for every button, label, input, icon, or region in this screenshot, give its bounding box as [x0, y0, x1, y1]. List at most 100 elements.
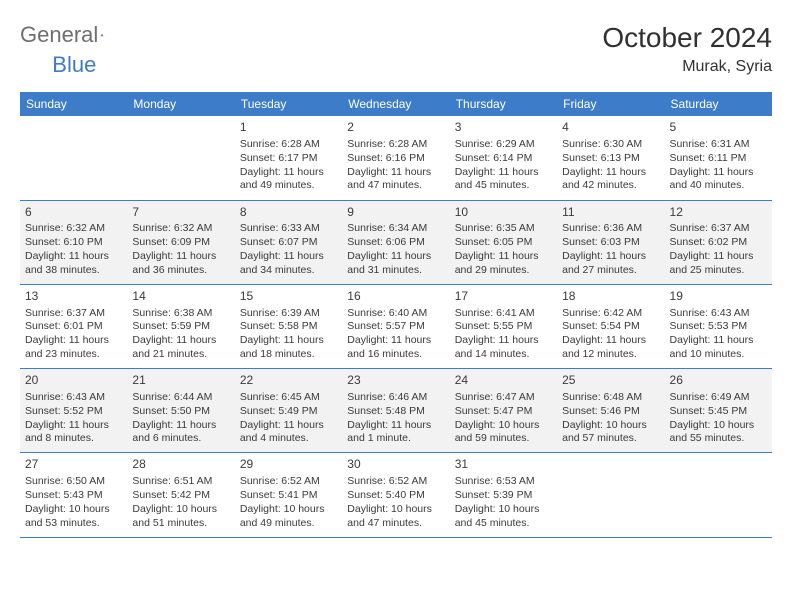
day-number: 8 — [240, 205, 337, 221]
daylight-line: Daylight: 11 hours and 10 minutes. — [670, 334, 767, 362]
daylight-line: Daylight: 11 hours and 21 minutes. — [132, 334, 229, 362]
day-number: 17 — [455, 289, 552, 305]
sunset-line: Sunset: 6:09 PM — [132, 236, 229, 250]
sunset-line: Sunset: 5:49 PM — [240, 405, 337, 419]
calendar-head: SundayMondayTuesdayWednesdayThursdayFrid… — [20, 92, 772, 116]
calendar-cell: 1Sunrise: 6:28 AMSunset: 6:17 PMDaylight… — [235, 116, 342, 200]
sunset-line: Sunset: 5:54 PM — [562, 320, 659, 334]
sunrise-line: Sunrise: 6:35 AM — [455, 222, 552, 236]
sunset-line: Sunset: 5:53 PM — [670, 320, 767, 334]
day-number: 28 — [132, 457, 229, 473]
sunrise-line: Sunrise: 6:53 AM — [455, 475, 552, 489]
day-number: 15 — [240, 289, 337, 305]
sunset-line: Sunset: 5:55 PM — [455, 320, 552, 334]
sunset-line: Sunset: 6:14 PM — [455, 152, 552, 166]
daylight-line: Daylight: 10 hours and 51 minutes. — [132, 503, 229, 531]
daylight-line: Daylight: 10 hours and 59 minutes. — [455, 419, 552, 447]
daylight-line: Daylight: 11 hours and 6 minutes. — [132, 419, 229, 447]
sunset-line: Sunset: 6:10 PM — [25, 236, 122, 250]
day-number: 16 — [347, 289, 444, 305]
daylight-line: Daylight: 11 hours and 1 minute. — [347, 419, 444, 447]
sunset-line: Sunset: 5:46 PM — [562, 405, 659, 419]
daylight-line: Daylight: 11 hours and 31 minutes. — [347, 250, 444, 278]
day-number: 31 — [455, 457, 552, 473]
sunrise-line: Sunrise: 6:41 AM — [455, 307, 552, 321]
day-number: 12 — [670, 205, 767, 221]
sunrise-line: Sunrise: 6:32 AM — [132, 222, 229, 236]
title-block: October 2024 Murak, Syria — [602, 22, 772, 76]
logo-sail-icon — [100, 24, 104, 46]
weekday-header: Saturday — [665, 92, 772, 116]
weekday-header: Thursday — [450, 92, 557, 116]
calendar-week: 1Sunrise: 6:28 AMSunset: 6:17 PMDaylight… — [20, 116, 772, 200]
day-number: 6 — [25, 205, 122, 221]
sunset-line: Sunset: 5:41 PM — [240, 489, 337, 503]
daylight-line: Daylight: 10 hours and 47 minutes. — [347, 503, 444, 531]
sunset-line: Sunset: 5:45 PM — [670, 405, 767, 419]
weekday-header: Wednesday — [342, 92, 449, 116]
sunset-line: Sunset: 5:47 PM — [455, 405, 552, 419]
daylight-line: Daylight: 11 hours and 34 minutes. — [240, 250, 337, 278]
sunset-line: Sunset: 5:39 PM — [455, 489, 552, 503]
calendar-cell: 3Sunrise: 6:29 AMSunset: 6:14 PMDaylight… — [450, 116, 557, 200]
calendar-cell — [557, 453, 664, 537]
calendar-cell: 26Sunrise: 6:49 AMSunset: 5:45 PMDayligh… — [665, 369, 772, 453]
weekday-header: Sunday — [20, 92, 127, 116]
day-number: 19 — [670, 289, 767, 305]
day-number: 3 — [455, 120, 552, 136]
daylight-line: Daylight: 11 hours and 47 minutes. — [347, 166, 444, 194]
daylight-line: Daylight: 11 hours and 38 minutes. — [25, 250, 122, 278]
sunset-line: Sunset: 5:48 PM — [347, 405, 444, 419]
sunset-line: Sunset: 6:01 PM — [25, 320, 122, 334]
month-title: October 2024 — [602, 22, 772, 54]
calendar-cell: 15Sunrise: 6:39 AMSunset: 5:58 PMDayligh… — [235, 284, 342, 368]
day-number: 11 — [562, 205, 659, 221]
calendar-week: 27Sunrise: 6:50 AMSunset: 5:43 PMDayligh… — [20, 453, 772, 537]
logo-text-blue: Blue — [52, 52, 96, 78]
calendar-week: 6Sunrise: 6:32 AMSunset: 6:10 PMDaylight… — [20, 200, 772, 284]
calendar-cell: 29Sunrise: 6:52 AMSunset: 5:41 PMDayligh… — [235, 453, 342, 537]
sunrise-line: Sunrise: 6:31 AM — [670, 138, 767, 152]
sunrise-line: Sunrise: 6:39 AM — [240, 307, 337, 321]
sunset-line: Sunset: 6:13 PM — [562, 152, 659, 166]
calendar-cell: 2Sunrise: 6:28 AMSunset: 6:16 PMDaylight… — [342, 116, 449, 200]
daylight-line: Daylight: 11 hours and 40 minutes. — [670, 166, 767, 194]
weekday-header: Friday — [557, 92, 664, 116]
location: Murak, Syria — [602, 58, 772, 76]
sunrise-line: Sunrise: 6:30 AM — [562, 138, 659, 152]
sunset-line: Sunset: 6:11 PM — [670, 152, 767, 166]
sunset-line: Sunset: 6:03 PM — [562, 236, 659, 250]
calendar-cell: 31Sunrise: 6:53 AMSunset: 5:39 PMDayligh… — [450, 453, 557, 537]
day-number: 20 — [25, 373, 122, 389]
sunset-line: Sunset: 6:02 PM — [670, 236, 767, 250]
day-number: 23 — [347, 373, 444, 389]
day-number: 14 — [132, 289, 229, 305]
sunrise-line: Sunrise: 6:32 AM — [25, 222, 122, 236]
sunrise-line: Sunrise: 6:50 AM — [25, 475, 122, 489]
day-number: 7 — [132, 205, 229, 221]
sunrise-line: Sunrise: 6:40 AM — [347, 307, 444, 321]
daylight-line: Daylight: 10 hours and 53 minutes. — [25, 503, 122, 531]
day-number: 10 — [455, 205, 552, 221]
sunrise-line: Sunrise: 6:37 AM — [670, 222, 767, 236]
calendar-cell: 27Sunrise: 6:50 AMSunset: 5:43 PMDayligh… — [20, 453, 127, 537]
day-number: 2 — [347, 120, 444, 136]
daylight-line: Daylight: 11 hours and 12 minutes. — [562, 334, 659, 362]
calendar-cell: 22Sunrise: 6:45 AMSunset: 5:49 PMDayligh… — [235, 369, 342, 453]
daylight-line: Daylight: 11 hours and 8 minutes. — [25, 419, 122, 447]
sunrise-line: Sunrise: 6:47 AM — [455, 391, 552, 405]
calendar-cell: 16Sunrise: 6:40 AMSunset: 5:57 PMDayligh… — [342, 284, 449, 368]
day-number: 4 — [562, 120, 659, 136]
sunrise-line: Sunrise: 6:43 AM — [670, 307, 767, 321]
calendar-week: 13Sunrise: 6:37 AMSunset: 6:01 PMDayligh… — [20, 284, 772, 368]
daylight-line: Daylight: 11 hours and 36 minutes. — [132, 250, 229, 278]
day-number: 5 — [670, 120, 767, 136]
calendar-cell: 25Sunrise: 6:48 AMSunset: 5:46 PMDayligh… — [557, 369, 664, 453]
calendar-cell: 10Sunrise: 6:35 AMSunset: 6:05 PMDayligh… — [450, 200, 557, 284]
calendar-cell: 21Sunrise: 6:44 AMSunset: 5:50 PMDayligh… — [127, 369, 234, 453]
sunset-line: Sunset: 6:05 PM — [455, 236, 552, 250]
calendar-week: 20Sunrise: 6:43 AMSunset: 5:52 PMDayligh… — [20, 369, 772, 453]
sunrise-line: Sunrise: 6:52 AM — [347, 475, 444, 489]
calendar-cell: 5 Sunrise: 6:31 AMSunset: 6:11 PMDaylight… — [665, 116, 772, 200]
calendar-cell — [127, 116, 234, 200]
